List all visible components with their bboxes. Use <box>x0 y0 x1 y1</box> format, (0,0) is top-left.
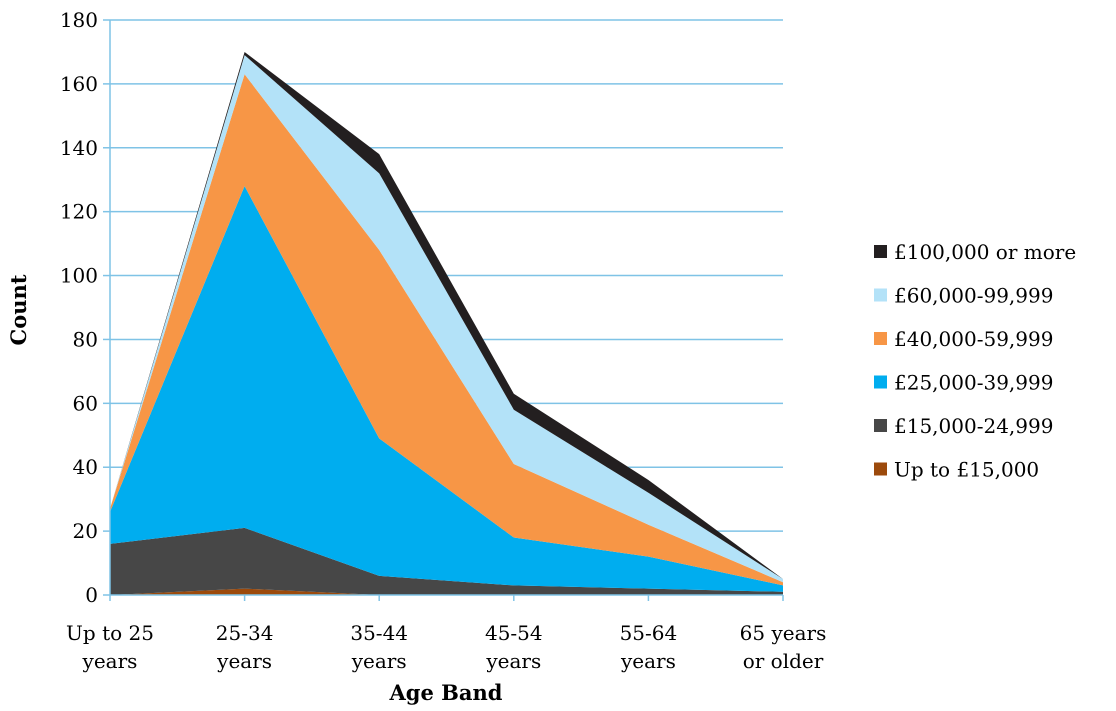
x-tick-label: years <box>620 649 676 673</box>
y-tick-label: 80 <box>73 327 98 351</box>
legend-label: £15,000-24,999 <box>894 414 1053 438</box>
y-tick-label: 100 <box>60 264 98 288</box>
y-axis-title: Count <box>6 274 31 345</box>
series-areas <box>110 51 783 595</box>
legend-item: £100,000 or more <box>874 240 1076 264</box>
y-tick-label: 40 <box>73 455 98 479</box>
legend-item: £25,000-39,999 <box>874 371 1053 395</box>
y-tick-label: 0 <box>85 583 98 607</box>
y-tick-label: 180 <box>60 8 98 32</box>
x-tick-label: 55-64 <box>620 621 678 645</box>
axes: 0 20 40 60 80 100 120 140 160 180 Up to 25 years 25-… <box>60 8 827 673</box>
legend-label: £25,000-39,999 <box>894 371 1053 395</box>
series-area <box>110 186 783 592</box>
legend-swatch <box>874 332 887 345</box>
legend-label: £60,000-99,999 <box>894 284 1053 308</box>
legend: £100,000 or more £60,000-99,999 £40,000-59… <box>874 240 1076 482</box>
x-tick-label: 25-34 <box>216 621 274 645</box>
x-tick-label: years <box>351 649 407 673</box>
legend-label: £100,000 or more <box>894 240 1076 264</box>
x-tick-label: years <box>485 649 541 673</box>
legend-swatch <box>874 462 887 476</box>
y-tick-label: 140 <box>60 136 98 160</box>
legend-item: £15,000-24,999 <box>874 414 1053 438</box>
x-tick-label: or older <box>743 649 824 673</box>
legend-item: £40,000-59,999 <box>874 327 1053 351</box>
legend-label: Up to £15,000 <box>894 458 1039 482</box>
legend-item: £60,000-99,999 <box>874 284 1053 308</box>
y-tick-label: 20 <box>73 519 98 543</box>
legend-swatch <box>874 245 887 258</box>
x-tick-label: years <box>82 649 138 673</box>
series-area <box>110 527 783 595</box>
y-tick-label: 160 <box>60 72 98 96</box>
x-tick-label: years <box>216 649 272 673</box>
x-tick-label: 35-44 <box>350 621 408 645</box>
x-tick-label: 65 years <box>740 621 827 645</box>
x-axis-title: Age Band <box>389 680 503 705</box>
x-tick-label: Up to 25 <box>66 621 154 645</box>
y-tick-label: 120 <box>60 200 98 224</box>
x-tick-label: 45-54 <box>485 621 543 645</box>
series-area <box>110 74 783 586</box>
legend-swatch <box>874 288 887 302</box>
legend-label: £40,000-59,999 <box>894 327 1053 351</box>
legend-item: Up to £15,000 <box>874 458 1039 482</box>
legend-swatch <box>874 375 887 389</box>
series-area <box>110 55 783 583</box>
y-tick-label: 60 <box>73 391 98 415</box>
legend-swatch <box>874 419 887 432</box>
